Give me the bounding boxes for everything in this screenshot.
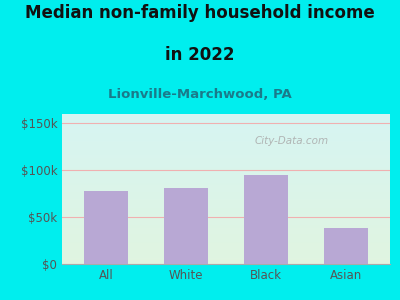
Bar <box>164 188 208 264</box>
Text: in 2022: in 2022 <box>165 46 235 64</box>
Bar <box>324 228 368 264</box>
Text: Lionville-Marchwood, PA: Lionville-Marchwood, PA <box>108 88 292 101</box>
Text: Median non-family household income: Median non-family household income <box>25 4 375 22</box>
Text: City-Data.com: City-Data.com <box>254 136 329 146</box>
Bar <box>244 175 288 264</box>
Bar <box>84 191 128 264</box>
